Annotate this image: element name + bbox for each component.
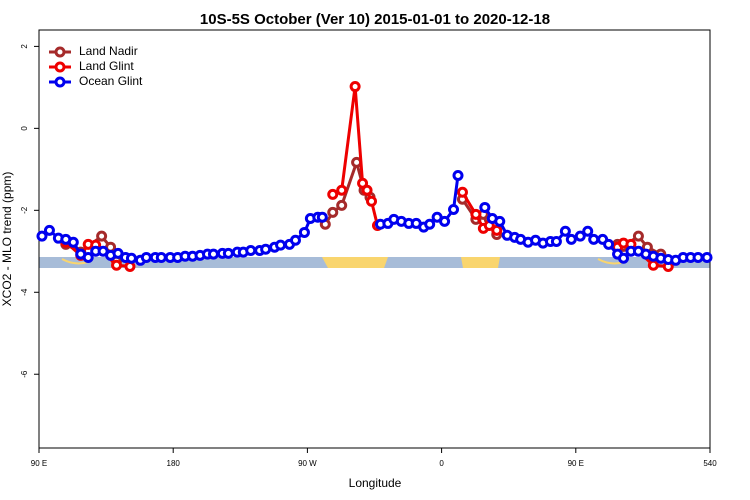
data-point [289,234,301,246]
data-point [550,235,562,247]
data-point [245,244,257,256]
data-point [588,233,600,245]
data-point [618,252,630,264]
x-tick-label: 90 E [31,459,47,468]
data-point [494,215,506,227]
data-point [491,224,503,236]
data-point [298,226,310,238]
y-tick-label: 2 [20,44,29,49]
data-point [559,225,571,237]
data-point [275,239,287,251]
data-point [448,203,460,215]
x-axis-label: Longitude [349,476,402,490]
data-point [207,248,219,260]
y-tick-label: -4 [20,288,29,296]
data-point [632,230,644,242]
x-tick-label: 180 [167,459,181,468]
x-tick-label: 90 E [568,459,584,468]
legend-marker [54,76,66,88]
data-point [456,186,468,198]
data-point [43,224,55,236]
data-point [647,259,659,271]
data-point [155,251,167,263]
data-point [701,251,713,263]
data-point [692,251,704,263]
data-point [424,218,436,230]
data-point [452,169,464,181]
data-point [140,251,152,263]
x-tick-label: 90 W [298,459,317,468]
data-point [603,238,615,250]
data-point [582,225,594,237]
legend-label: Land Nadir [79,44,138,58]
data-point [366,195,378,207]
data-point [67,236,79,248]
data-point [479,201,491,213]
legend-marker [54,61,66,73]
data-point [36,230,48,242]
data-point [361,184,373,196]
data-point [574,230,586,242]
data-point [260,243,272,255]
data-point [327,206,339,218]
y-tick-label: -6 [20,370,29,378]
data-point [439,215,451,227]
data-point [82,251,94,263]
data-point [124,260,136,272]
data-point [336,184,348,196]
data-point [222,247,234,259]
x-tick-label: 540 [703,459,717,468]
data-point [316,211,328,223]
y-axis-label: XCO2 - MLO trend (ppm) [0,172,14,307]
data-point [125,252,137,264]
data-point [336,199,348,211]
land-strip [61,258,89,265]
legend-marker [54,46,66,58]
land-strip [322,257,388,268]
y-tick-label: -2 [20,206,29,214]
legend-label: Ocean Glint [79,74,143,88]
data-point [111,259,123,271]
data-point [470,208,482,220]
map-strip [39,257,710,268]
data-point [96,230,108,242]
data-point [565,233,577,245]
y-tick-label: 0 [20,126,29,131]
chart-title: 10S-5S October (Ver 10) 2015-01-01 to 20… [200,11,550,28]
land-strip [461,257,500,268]
legend-label: Land Glint [79,59,134,73]
x-tick-label: 0 [439,459,444,468]
data-point [327,188,339,200]
data-point [349,81,361,93]
